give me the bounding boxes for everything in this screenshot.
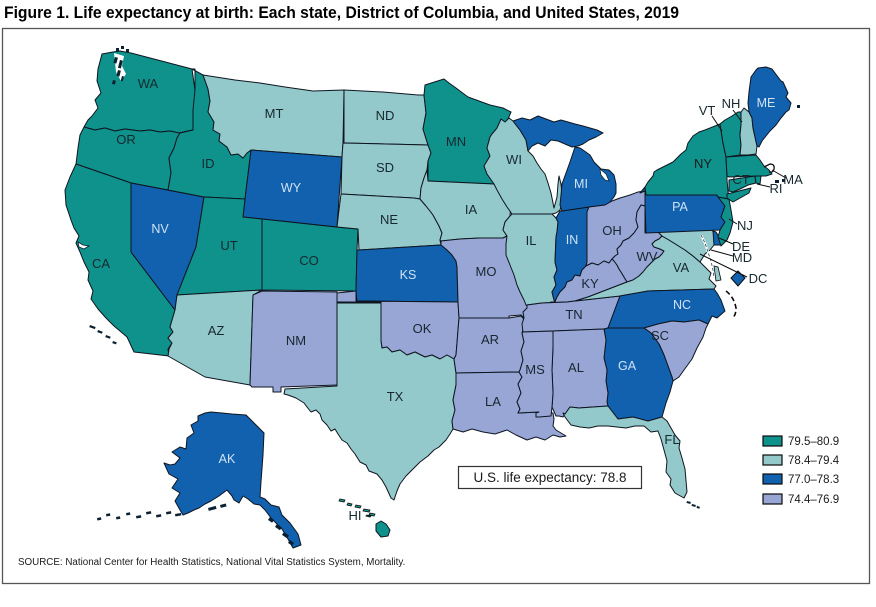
svg-text:MA: MA [783,172,803,187]
svg-text:GA: GA [618,359,637,373]
svg-text:79.5–80.9: 79.5–80.9 [788,436,839,448]
svg-text:SC: SC [651,328,669,343]
svg-text:AZ: AZ [208,323,225,338]
svg-text:74.4–76.9: 74.4–76.9 [788,494,839,506]
svg-text:DE: DE [732,239,750,254]
svg-text:AR: AR [481,332,499,347]
svg-text:WV: WV [637,249,658,264]
svg-text:OK: OK [413,321,432,336]
svg-text:DC: DC [749,271,768,286]
svg-text:U.S. life expectancy: 78.8: U.S. life expectancy: 78.8 [473,470,626,485]
svg-text:MT: MT [265,106,284,121]
svg-text:SD: SD [376,160,394,175]
svg-text:NY: NY [694,156,712,171]
svg-text:TX: TX [387,389,404,404]
svg-text:NJ: NJ [737,218,753,233]
svg-text:WI: WI [506,152,522,167]
svg-text:NM: NM [286,333,306,348]
svg-text:PA: PA [672,200,688,214]
svg-text:NE: NE [380,212,398,227]
svg-text:AL: AL [568,360,584,375]
svg-text:CT: CT [732,172,749,187]
svg-text:RI: RI [770,181,783,196]
svg-text:WA: WA [138,76,159,91]
svg-text:MN: MN [446,134,466,149]
svg-text:NV: NV [151,222,169,236]
svg-text:IA: IA [465,202,478,217]
svg-text:77.0–78.3: 77.0–78.3 [788,474,839,486]
svg-text:MO: MO [476,264,497,279]
svg-text:ND: ND [376,108,395,123]
svg-text:CA: CA [92,256,110,271]
svg-text:LA: LA [485,394,501,409]
svg-text:ID: ID [202,156,215,171]
svg-text:KS: KS [400,268,417,282]
svg-text:SOURCE: National Center for He: SOURCE: National Center for Health Stati… [18,557,405,568]
svg-text:IL: IL [526,233,537,248]
svg-text:VT: VT [699,103,716,118]
svg-text:MI: MI [574,177,588,191]
svg-text:NH: NH [722,96,741,111]
svg-text:OR: OR [116,132,136,147]
svg-text:IN: IN [566,233,579,247]
svg-text:HI: HI [349,508,362,523]
svg-text:KY: KY [581,276,599,291]
svg-text:TN: TN [565,307,582,322]
svg-text:MD: MD [732,250,752,265]
svg-text:VA: VA [673,260,690,275]
svg-text:FL: FL [664,432,679,447]
svg-text:OH: OH [602,223,622,238]
svg-text:WY: WY [281,181,302,195]
svg-text:78.4–79.4: 78.4–79.4 [788,455,840,467]
svg-text:ME: ME [757,96,776,110]
svg-text:AK: AK [219,452,236,466]
svg-text:CO: CO [299,253,319,268]
svg-text:MS: MS [525,362,545,377]
svg-text:UT: UT [220,238,237,253]
svg-text:NC: NC [673,298,691,312]
